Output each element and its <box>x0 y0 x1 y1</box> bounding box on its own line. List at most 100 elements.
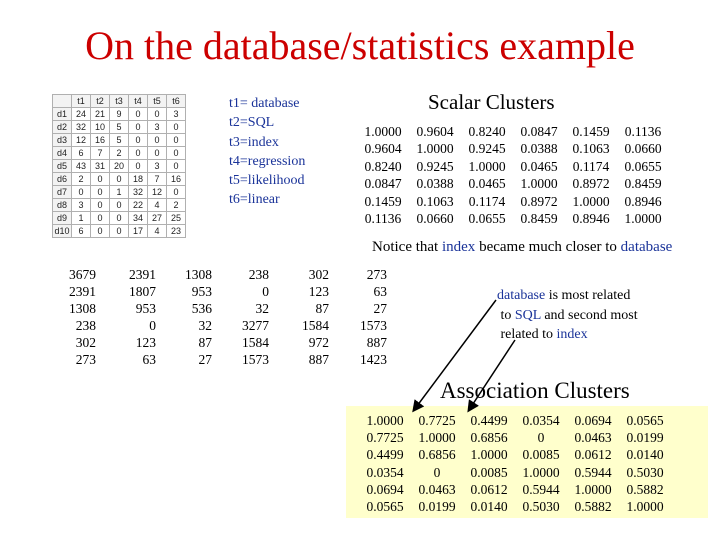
matrix-cell: 1.0000 <box>366 412 404 428</box>
matrix-cell: 0.0565 <box>626 412 664 428</box>
assoc-matrix-row: 0.4499 0.6856 1.0000 0.0085 0.0612 0.0140 <box>359 447 671 464</box>
matrix-cell: 0.0199 <box>626 429 664 445</box>
scalar-matrix-row: 0.8240 0.9245 1.0000 0.0465 0.1174 0.0655 <box>357 158 669 176</box>
matrix-cell: 953 <box>135 300 156 316</box>
matrix-cell: 3679 <box>69 266 96 282</box>
matrix-cell: 0.8240 <box>468 123 506 139</box>
matrix-cell: 0.0565 <box>366 499 404 515</box>
matrix-cell: 1.0000 <box>364 123 402 139</box>
matrix-cell: 0.0660 <box>416 211 454 227</box>
raw-matrix-row: 1308 953 536 32 87 27 <box>62 300 387 317</box>
assoc-matrix-row: 0.0565 0.0199 0.0140 0.5030 0.5882 1.0000 <box>359 498 671 515</box>
matrix-cell: 0.0612 <box>470 481 508 497</box>
matrix-cell: 0.9245 <box>468 141 506 157</box>
matrix-cell: 0 <box>262 283 269 299</box>
matrix-cell: 1.0000 <box>626 499 664 515</box>
matrix-cell: 1.0000 <box>416 141 454 157</box>
matrix-cell: 0.1459 <box>364 193 402 209</box>
note-t1: is most related <box>545 288 631 303</box>
association-box <box>346 406 708 518</box>
matrix-cell: 1308 <box>69 300 96 316</box>
matrix-cell: 27 <box>373 300 388 316</box>
row-label: d3 <box>52 133 72 147</box>
table-cell: 23 <box>166 224 186 238</box>
row-label: d10 <box>52 224 72 238</box>
matrix-cell: 0 <box>149 317 156 333</box>
matrix-cell: 273 <box>75 351 96 367</box>
matrix-cell: 0.1063 <box>572 141 610 157</box>
matrix-cell: 1423 <box>360 351 387 367</box>
matrix-cell: 953 <box>191 283 212 299</box>
table-cell: 0 <box>166 146 186 160</box>
scalar-matrix-row: 0.1459 0.1063 0.1174 0.8972 1.0000 0.8946 <box>357 193 669 211</box>
matrix-cell: 0.8972 <box>572 176 610 192</box>
note-t3: related to <box>500 327 557 342</box>
notice-database: database <box>620 239 673 255</box>
matrix-cell: 0.0085 <box>522 447 560 463</box>
column-header: t6 <box>166 94 186 108</box>
matrix-cell: 0.6856 <box>418 447 456 463</box>
matrix-cell: 0.0463 <box>418 481 456 497</box>
matrix-cell: 0.9604 <box>416 123 454 139</box>
matrix-cell: 0.5030 <box>522 499 560 515</box>
note-to: to <box>500 307 515 323</box>
matrix-cell: 0.1136 <box>624 123 662 139</box>
matrix-cell: 1.0000 <box>572 193 610 209</box>
arrow-to-index <box>467 339 516 413</box>
matrix-cell: 63 <box>373 283 388 299</box>
matrix-cell: 0.9245 <box>416 158 454 174</box>
matrix-cell: 0.7725 <box>418 412 456 428</box>
matrix-cell: 1.0000 <box>418 429 456 445</box>
slide-title: On the database/statistics example <box>85 23 635 68</box>
scalar-clusters-title: Scalar Clusters <box>428 90 555 114</box>
matrix-cell: 1584 <box>302 317 329 333</box>
matrix-cell: 1573 <box>242 351 269 367</box>
matrix-cell: 0.5882 <box>626 481 664 497</box>
matrix-cell: 0.0660 <box>624 141 662 157</box>
matrix-cell: 0.0140 <box>626 447 664 463</box>
raw-matrix-row: 2391 1807 953 0 123 63 <box>62 283 387 300</box>
matrix-cell: 1.0000 <box>470 447 508 463</box>
matrix-cell: 0.1459 <box>572 123 610 139</box>
scalar-cluster-matrix: 1.0000 0.9604 0.8240 0.0847 0.1459 0.1136 0.96… <box>357 123 669 228</box>
matrix-cell: 536 <box>191 300 212 316</box>
table-cell: 16 <box>166 172 186 186</box>
matrix-cell: 302 <box>308 266 329 282</box>
matrix-cell: 1584 <box>242 334 269 350</box>
table-row: d2 32 10 5 0 3 0 <box>52 120 186 134</box>
table-row: d8 3 0 0 22 4 2 <box>52 198 186 212</box>
matrix-cell: 1308 <box>185 266 212 282</box>
matrix-cell: 2391 <box>129 266 156 282</box>
matrix-cell: 0.0694 <box>366 481 404 497</box>
matrix-cell: 0.9604 <box>364 141 402 157</box>
matrix-cell: 0.0847 <box>520 123 558 139</box>
matrix-cell: 0.0465 <box>520 158 558 174</box>
note-index: index <box>556 327 588 342</box>
matrix-cell: 0.8459 <box>520 211 558 227</box>
matrix-cell: 0.0140 <box>470 499 508 515</box>
definition-item: t1= database <box>229 96 300 111</box>
scalar-matrix-row: 0.1136 0.0660 0.0655 0.8459 0.8946 1.0000 <box>357 211 669 229</box>
matrix-cell: 0.8972 <box>520 193 558 209</box>
matrix-cell: 0.5944 <box>574 464 612 480</box>
row-label: d5 <box>52 159 72 173</box>
term-document-table: t1 t2 t3 t4 t5 t6 d1 24 21 9 0 0 3 d2 32 10 5 0 3 0 d3 12 16 5 0… <box>52 94 186 238</box>
table-row: d7 0 0 1 32 12 0 <box>52 185 186 199</box>
matrix-cell: 1.0000 <box>520 176 558 192</box>
matrix-cell: 0.0847 <box>364 176 402 192</box>
matrix-cell: 0.0612 <box>574 447 612 463</box>
matrix-cell: 0.0694 <box>574 412 612 428</box>
raw-matrix-row: 3679 2391 1308 238 302 273 <box>62 266 387 283</box>
matrix-cell: 0.8459 <box>624 176 662 192</box>
column-header: t4 <box>128 94 148 108</box>
notice-text: Notice that index became much closer to … <box>372 239 672 256</box>
assoc-matrix-row: 1.0000 0.7725 0.4499 0.0354 0.0694 0.0565 <box>359 412 671 429</box>
matrix-cell: 0.0085 <box>470 464 508 480</box>
row-label: d1 <box>52 107 72 121</box>
matrix-cell: 0.0354 <box>522 412 560 428</box>
matrix-cell: 0.5882 <box>574 499 612 515</box>
matrix-cell: 32 <box>255 300 270 316</box>
scalar-matrix-row: 0.0847 0.0388 0.0465 1.0000 0.8972 0.8459 <box>357 176 669 194</box>
matrix-cell: 1.0000 <box>574 481 612 497</box>
association-cluster-matrix: 1.0000 0.7725 0.4499 0.0354 0.0694 0.0565 0.77… <box>359 412 671 516</box>
